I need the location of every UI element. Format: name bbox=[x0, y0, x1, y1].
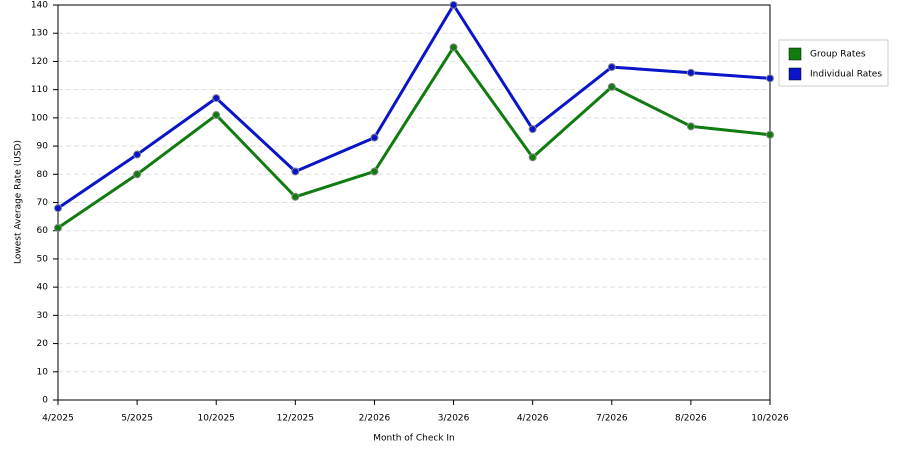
y-tick-label: 90 bbox=[37, 142, 49, 152]
legend-label: Group Rates bbox=[810, 50, 866, 60]
y-tick-label: 70 bbox=[37, 198, 49, 208]
data-point bbox=[607, 63, 616, 72]
data-point bbox=[686, 122, 695, 131]
data-point bbox=[54, 223, 62, 232]
x-tick-label: 3/2026 bbox=[438, 414, 470, 424]
data-point bbox=[212, 94, 221, 103]
legend-swatch bbox=[788, 47, 802, 61]
y-tick-label: 120 bbox=[31, 57, 48, 67]
y-tick-label: 100 bbox=[31, 113, 48, 123]
data-point bbox=[528, 125, 537, 134]
y-tick-label: 30 bbox=[37, 311, 49, 321]
data-point bbox=[370, 133, 379, 142]
x-tick-label: 4/2025 bbox=[42, 414, 74, 424]
data-point bbox=[291, 192, 300, 201]
data-point bbox=[686, 68, 695, 77]
data-point bbox=[449, 43, 458, 52]
series-line bbox=[57, 45, 771, 230]
data-point bbox=[449, 1, 458, 9]
data-point bbox=[766, 74, 774, 83]
data-point bbox=[291, 167, 300, 176]
y-tick-label: 130 bbox=[31, 29, 48, 39]
data-point bbox=[766, 130, 774, 139]
data-point bbox=[370, 167, 379, 176]
data-point bbox=[528, 153, 537, 162]
x-tick-label: 10/2026 bbox=[751, 414, 789, 424]
y-tick-label: 110 bbox=[31, 85, 48, 95]
data-point bbox=[133, 150, 142, 159]
y-tick-label: 80 bbox=[37, 170, 49, 180]
x-axis-label: Month of Check In bbox=[373, 434, 455, 444]
y-tick-label: 0 bbox=[42, 396, 48, 406]
plot-frame bbox=[57, 4, 771, 401]
data-point bbox=[133, 170, 142, 179]
x-tick-label: 10/2025 bbox=[198, 414, 235, 424]
y-tick-label: 40 bbox=[37, 283, 49, 293]
x-tick-label: 7/2026 bbox=[596, 414, 628, 424]
y-tick-label: 10 bbox=[37, 367, 49, 377]
y-tick-label: 20 bbox=[37, 339, 49, 349]
data-point bbox=[212, 111, 221, 120]
x-tick-label: 5/2025 bbox=[121, 414, 153, 424]
y-tick-label: 50 bbox=[37, 254, 49, 264]
data-point bbox=[607, 82, 616, 91]
x-tick-label: 8/2026 bbox=[675, 414, 707, 424]
legend-label: Individual Rates bbox=[810, 70, 882, 80]
x-tick-label: 12/2025 bbox=[277, 414, 314, 424]
series-line bbox=[57, 3, 771, 210]
y-axis-label: Lowest Average Rate (USD) bbox=[14, 140, 24, 264]
legend-swatch bbox=[788, 67, 802, 81]
x-tick-label: 2/2026 bbox=[359, 414, 391, 424]
x-tick-label: 4/2026 bbox=[517, 414, 549, 424]
y-tick-label: 60 bbox=[37, 226, 49, 236]
data-point bbox=[54, 204, 62, 213]
y-tick-label: 140 bbox=[31, 1, 48, 11]
